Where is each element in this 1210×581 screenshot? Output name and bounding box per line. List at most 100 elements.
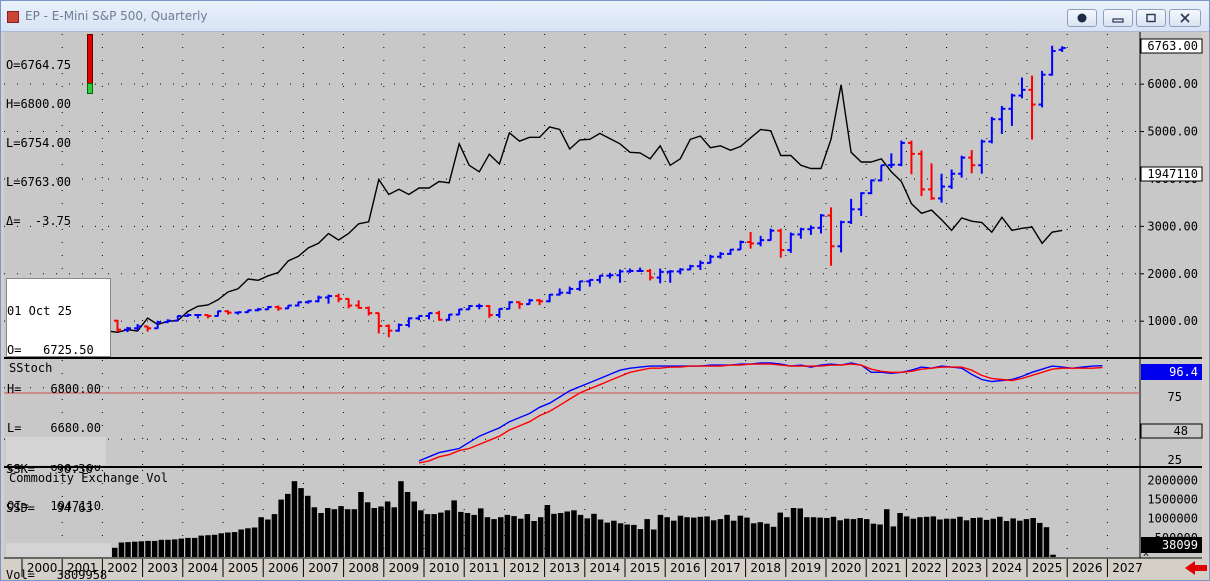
volume-bar (271, 514, 278, 557)
price-bar (968, 150, 976, 174)
year-label: 2001 (67, 561, 98, 575)
volume-bar (125, 542, 131, 557)
ohlc-line-high: H=6800.00 (6, 97, 72, 111)
stoch-value-box (1141, 364, 1202, 380)
volume-bar (837, 520, 843, 557)
volume-bar (744, 517, 750, 557)
window-title: EP - E-Mini S&P 500, Quarterly (25, 9, 208, 23)
volume-bar (870, 523, 877, 557)
price-bar (576, 280, 584, 291)
year-label: 2007 (308, 561, 339, 575)
volume-bar (191, 537, 198, 557)
volume-bar (784, 517, 790, 557)
volume-bar (937, 519, 943, 557)
price-bar (485, 305, 493, 318)
year-label: 2015 (630, 561, 661, 575)
volume-bar (810, 517, 817, 557)
volume-bar (637, 529, 644, 557)
volume-bar (185, 537, 191, 557)
year-label: 2009 (389, 561, 420, 575)
vol-x-marker: x (1143, 548, 1149, 559)
minimize-icon (1112, 18, 1124, 23)
volume-bar (617, 523, 624, 557)
volume-bar (824, 518, 830, 557)
vol-line: Vol= 3809958 (6, 568, 108, 581)
volume-bar (358, 492, 364, 557)
scroll-left-arrow-icon[interactable] (1185, 561, 1207, 575)
stoch-level-box (1140, 423, 1203, 439)
price-bar (194, 314, 202, 319)
price-bar (335, 293, 343, 303)
year-label: 2004 (188, 561, 219, 575)
price-bar (405, 317, 413, 328)
year-label: 2026 (1072, 561, 1103, 575)
price-bar (254, 307, 262, 312)
pin-button[interactable] (1067, 9, 1097, 27)
price-bar (244, 309, 252, 314)
volume-bar (817, 517, 823, 557)
price-bar (274, 305, 282, 311)
volume-bar (910, 518, 917, 557)
volume-bar (231, 532, 238, 557)
maximize-button[interactable] (1136, 9, 1166, 27)
minimize-button[interactable] (1103, 9, 1133, 27)
info-open: O= 6725.50 (7, 343, 94, 357)
volume-bar (471, 514, 477, 557)
volume-bar (631, 524, 637, 557)
price-bar (224, 310, 232, 315)
year-label: 2027 (1112, 561, 1143, 575)
bar-info-box: 01 Oct 25 O= 6725.50 H= 6800.00 L= 6680.… (6, 278, 111, 513)
price-bar (606, 272, 614, 279)
volume-bar (990, 518, 996, 557)
price-bar (515, 301, 523, 309)
price-bar (455, 308, 463, 316)
volume-bar (205, 535, 211, 557)
volume-bar (245, 528, 251, 557)
ssk-line: SSK= 96.36 (6, 462, 93, 476)
price-bar (907, 140, 915, 175)
volume-bar (451, 500, 457, 557)
volume-bar (544, 505, 551, 557)
volume-bar (704, 516, 710, 557)
volume-bar (664, 517, 670, 557)
volume-bar (691, 517, 697, 557)
volume-bar (864, 519, 870, 557)
close-button[interactable] (1169, 9, 1201, 27)
volume-bar (1043, 527, 1050, 557)
price-bar (1018, 77, 1026, 99)
volume-bar (611, 520, 617, 557)
volume-bar (877, 524, 883, 557)
info-low: L= 6680.00 (7, 421, 101, 435)
volume-bar (398, 481, 404, 557)
volume-bar (225, 532, 231, 557)
range-gauge (87, 34, 93, 94)
volume-bar (684, 517, 690, 557)
price-bar (787, 232, 795, 253)
volume-bar (1050, 554, 1056, 557)
volume-bar (1017, 520, 1023, 557)
price-panel-bg (4, 32, 1140, 357)
volume-bar (371, 508, 377, 557)
chart-canvas[interactable]: 6000.005000.004000.003000.002000.001000.… (2, 32, 1209, 580)
volume-bar (484, 517, 491, 557)
price-bar (676, 268, 684, 275)
app-icon (7, 11, 19, 23)
volume-bar (724, 514, 730, 557)
price-bar (365, 306, 373, 316)
price-bar (546, 293, 554, 303)
volume-bar (411, 501, 417, 557)
price-bar (586, 278, 594, 287)
price-tick-label: 3000.00 (1147, 219, 1198, 233)
price-bar (626, 268, 634, 273)
price-bar (938, 173, 946, 203)
stoch-readout: SSK= 96.36 SSD= 94.63 (6, 437, 106, 515)
price-bar (124, 326, 132, 333)
volume-bar (897, 513, 903, 557)
volume-bar (258, 517, 264, 557)
price-bar (395, 323, 403, 332)
volume-bar (305, 495, 311, 557)
volume-bar (298, 488, 304, 557)
price-bar (475, 303, 483, 310)
stoch-title: SStoch (9, 361, 52, 375)
